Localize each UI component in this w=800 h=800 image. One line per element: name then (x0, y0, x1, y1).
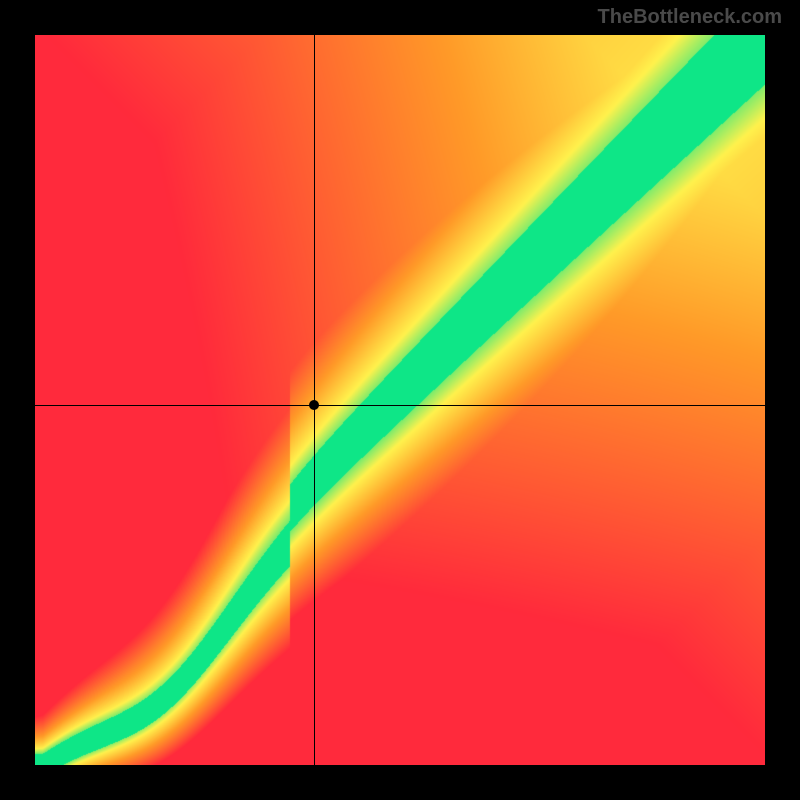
bottleneck-heatmap (35, 35, 765, 765)
watermark-text: TheBottleneck.com (598, 6, 782, 29)
crosshair-horizontal (35, 405, 765, 406)
heatmap-canvas (35, 35, 765, 765)
crosshair-marker-dot (309, 400, 319, 410)
